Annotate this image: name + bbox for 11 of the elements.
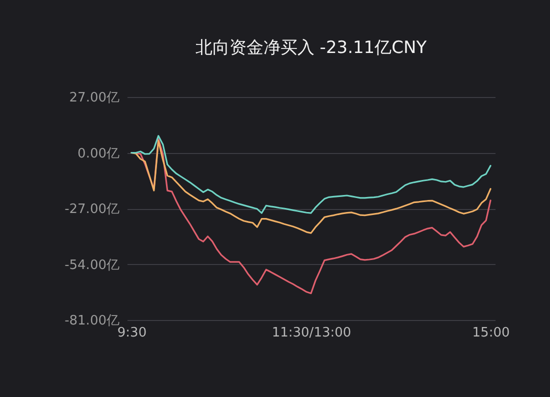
y-tick-label: 27.00亿 bbox=[69, 90, 120, 106]
chart-title: 北向资金净买入 -23.11亿CNY bbox=[195, 38, 428, 58]
line-series bbox=[130, 135, 492, 214]
line-series bbox=[130, 140, 492, 234]
x-tick-label: 15:00 bbox=[472, 326, 510, 340]
y-tick-label: 0.00亿 bbox=[78, 146, 120, 162]
x-tick-label: 9:30 bbox=[117, 326, 147, 340]
y-tick-label: -27.00亿 bbox=[64, 202, 120, 217]
x-tick-label: 11:30/13:00 bbox=[272, 326, 352, 340]
y-tick-label: -81.00亿 bbox=[64, 314, 120, 328]
y-tick-label: -54.00亿 bbox=[64, 258, 120, 273]
